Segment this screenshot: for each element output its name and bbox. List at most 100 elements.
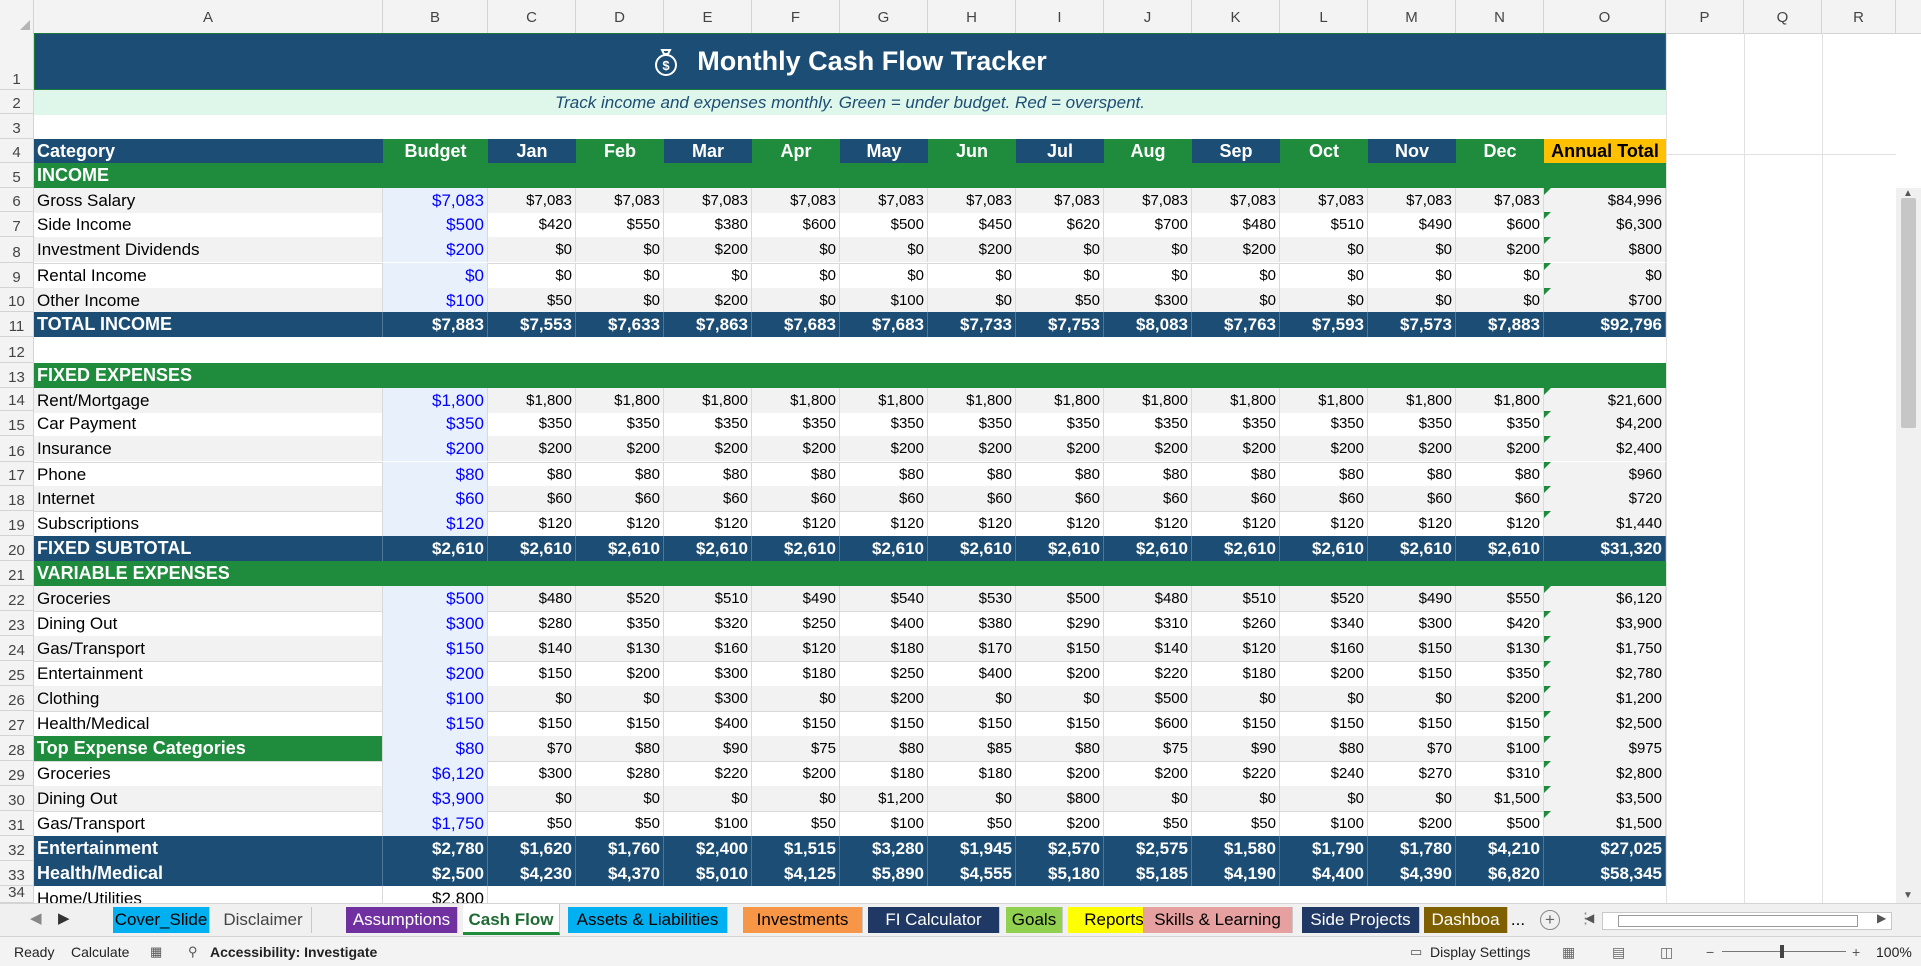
row-month-value[interactable]: $80 bbox=[664, 462, 752, 487]
row-month-value[interactable]: $7,083 bbox=[664, 188, 752, 213]
row-month-value[interactable]: $200 bbox=[1104, 761, 1192, 786]
row-month-value[interactable]: $80 bbox=[752, 462, 840, 487]
row-header-2[interactable]: 2 bbox=[0, 90, 33, 114]
zoom-out-icon[interactable]: − bbox=[1706, 944, 1715, 960]
fixed-subtotal-row-label[interactable]: FIXED SUBTOTAL bbox=[34, 536, 383, 561]
row-category[interactable]: Dining Out bbox=[34, 611, 383, 636]
fixed-subtotal-row-month-value[interactable]: $2,610 bbox=[664, 536, 752, 561]
row-month-value[interactable]: $7,083 bbox=[752, 188, 840, 213]
fixed-subtotal-row-month-value[interactable]: $2,610 bbox=[488, 536, 576, 561]
header-month[interactable]: Apr bbox=[752, 139, 840, 164]
total-income-row-budget[interactable]: $7,883 bbox=[383, 312, 488, 337]
row-month-value[interactable]: $300 bbox=[488, 761, 576, 786]
row-category[interactable]: Subscriptions bbox=[34, 511, 383, 536]
row-month-value[interactable]: $60 bbox=[1104, 486, 1192, 511]
row-month-value[interactable]: $1,800 bbox=[1016, 388, 1104, 413]
row-annual-total[interactable]: $1,750 bbox=[1544, 636, 1666, 661]
summary-total-row-label[interactable]: Entertainment bbox=[34, 836, 383, 861]
add-sheet-icon[interactable]: + bbox=[1540, 910, 1560, 930]
row-month-value[interactable]: $300 bbox=[1104, 288, 1192, 313]
row-month-value[interactable]: $1,800 bbox=[664, 388, 752, 413]
row-header-34[interactable]: 34 bbox=[0, 884, 33, 903]
row-header-7[interactable]: 7 bbox=[0, 212, 33, 237]
row-month-value[interactable]: $380 bbox=[928, 611, 1016, 636]
row-category[interactable]: Top Expense Categories bbox=[34, 736, 383, 761]
row-month-value[interactable]: $0 bbox=[752, 288, 840, 313]
row-budget[interactable]: $500 bbox=[383, 212, 488, 237]
row-month-value[interactable]: $150 bbox=[1016, 711, 1104, 736]
row-month-value[interactable]: $200 bbox=[840, 686, 928, 711]
row-month-value[interactable]: $600 bbox=[752, 212, 840, 237]
row-month-value[interactable]: $130 bbox=[576, 636, 664, 661]
row-month-value[interactable]: $0 bbox=[576, 237, 664, 262]
row-header-3[interactable]: 3 bbox=[0, 114, 33, 139]
row-month-value[interactable]: $450 bbox=[928, 212, 1016, 237]
sheet-tab[interactable]: FI Calculator bbox=[868, 907, 1000, 933]
summary-total-row-month-value[interactable]: $1,515 bbox=[752, 836, 840, 861]
row-header-15[interactable]: 15 bbox=[0, 411, 33, 436]
row-month-value[interactable]: $120 bbox=[752, 636, 840, 661]
row-category[interactable]: Phone bbox=[34, 462, 383, 487]
row-month-value[interactable]: $200 bbox=[1016, 661, 1104, 686]
row-month-value[interactable]: $7,083 bbox=[488, 188, 576, 213]
summary-total-row-month-value[interactable]: $2,570 bbox=[1016, 836, 1104, 861]
summary-total-row-month-value[interactable]: $6,820 bbox=[1456, 861, 1544, 886]
row-month-value[interactable]: $120 bbox=[840, 511, 928, 536]
fixed-subtotal-row-budget[interactable]: $2,610 bbox=[383, 536, 488, 561]
row-month-value[interactable]: $120 bbox=[1280, 511, 1368, 536]
row-header-9[interactable]: 9 bbox=[0, 263, 33, 288]
row-budget[interactable]: $80 bbox=[383, 736, 488, 761]
summary-total-row-month-value[interactable]: $1,780 bbox=[1368, 836, 1456, 861]
fixed-subtotal-row-month-value[interactable]: $2,610 bbox=[840, 536, 928, 561]
row-annual-total[interactable]: $960 bbox=[1544, 462, 1666, 487]
row-category[interactable]: Groceries bbox=[34, 761, 383, 786]
row-month-value[interactable]: $300 bbox=[1368, 611, 1456, 636]
row-month-value[interactable]: $380 bbox=[664, 212, 752, 237]
row-annual-total[interactable]: $3,900 bbox=[1544, 611, 1666, 636]
row-header-21[interactable]: 21 bbox=[0, 561, 33, 586]
row-header-30[interactable]: 30 bbox=[0, 786, 33, 811]
horizontal-scroll-thumb[interactable] bbox=[1618, 915, 1858, 927]
column-header-k[interactable]: K bbox=[1192, 0, 1280, 33]
row-month-value[interactable]: $80 bbox=[1368, 462, 1456, 487]
display-settings-button[interactable]: Display Settings bbox=[1430, 944, 1531, 960]
row-month-value[interactable]: $350 bbox=[752, 411, 840, 436]
row-month-value[interactable]: $150 bbox=[840, 711, 928, 736]
display-settings-icon[interactable]: ▭ bbox=[1410, 944, 1423, 959]
row-month-value[interactable]: $150 bbox=[1192, 711, 1280, 736]
row-month-value[interactable]: $1,200 bbox=[840, 786, 928, 811]
row-annual-total[interactable]: $6,300 bbox=[1544, 212, 1666, 237]
header-month[interactable]: Nov bbox=[1368, 139, 1456, 164]
row-month-value[interactable]: $200 bbox=[840, 436, 928, 461]
row-month-value[interactable]: $150 bbox=[1280, 711, 1368, 736]
row-header-17[interactable]: 17 bbox=[0, 462, 33, 486]
row-month-value[interactable]: $350 bbox=[1456, 661, 1544, 686]
header-month[interactable]: Feb bbox=[576, 139, 664, 164]
row-month-value[interactable]: $200 bbox=[1456, 436, 1544, 461]
row-month-value[interactable]: $75 bbox=[752, 736, 840, 761]
row-annual-total[interactable]: $2,500 bbox=[1544, 711, 1666, 736]
column-header-g[interactable]: G bbox=[840, 0, 928, 33]
column-header-q[interactable]: Q bbox=[1744, 0, 1822, 33]
row-month-value[interactable]: $120 bbox=[1456, 511, 1544, 536]
row-month-value[interactable]: $1,800 bbox=[488, 388, 576, 413]
row-header-19[interactable]: 19 bbox=[0, 511, 33, 536]
total-income-row-month-value[interactable]: $7,593 bbox=[1280, 312, 1368, 337]
total-income-row-month-value[interactable]: $7,573 bbox=[1368, 312, 1456, 337]
summary-total-row-month-value[interactable]: $3,280 bbox=[840, 836, 928, 861]
scroll-up-arrow-icon[interactable]: ▲ bbox=[1903, 188, 1913, 199]
total-income-row-month-value[interactable]: $7,753 bbox=[1016, 312, 1104, 337]
row-annual-total[interactable]: $2,400 bbox=[1544, 436, 1666, 461]
total-income-row-month-value[interactable]: $7,763 bbox=[1192, 312, 1280, 337]
row-month-value[interactable]: $140 bbox=[488, 636, 576, 661]
row-month-value[interactable]: $120 bbox=[576, 511, 664, 536]
row-month-value[interactable]: $220 bbox=[1104, 661, 1192, 686]
row-month-value[interactable]: $480 bbox=[1192, 212, 1280, 237]
row-month-value[interactable]: $0 bbox=[576, 263, 664, 288]
row-month-value[interactable]: $200 bbox=[1192, 436, 1280, 461]
row-annual-total[interactable]: $4,200 bbox=[1544, 411, 1666, 436]
fixed-subtotal-row-month-value[interactable]: $2,610 bbox=[1456, 536, 1544, 561]
row-month-value[interactable]: $80 bbox=[1192, 462, 1280, 487]
row-month-value[interactable]: $180 bbox=[840, 761, 928, 786]
zoom-slider[interactable] bbox=[1722, 951, 1846, 952]
